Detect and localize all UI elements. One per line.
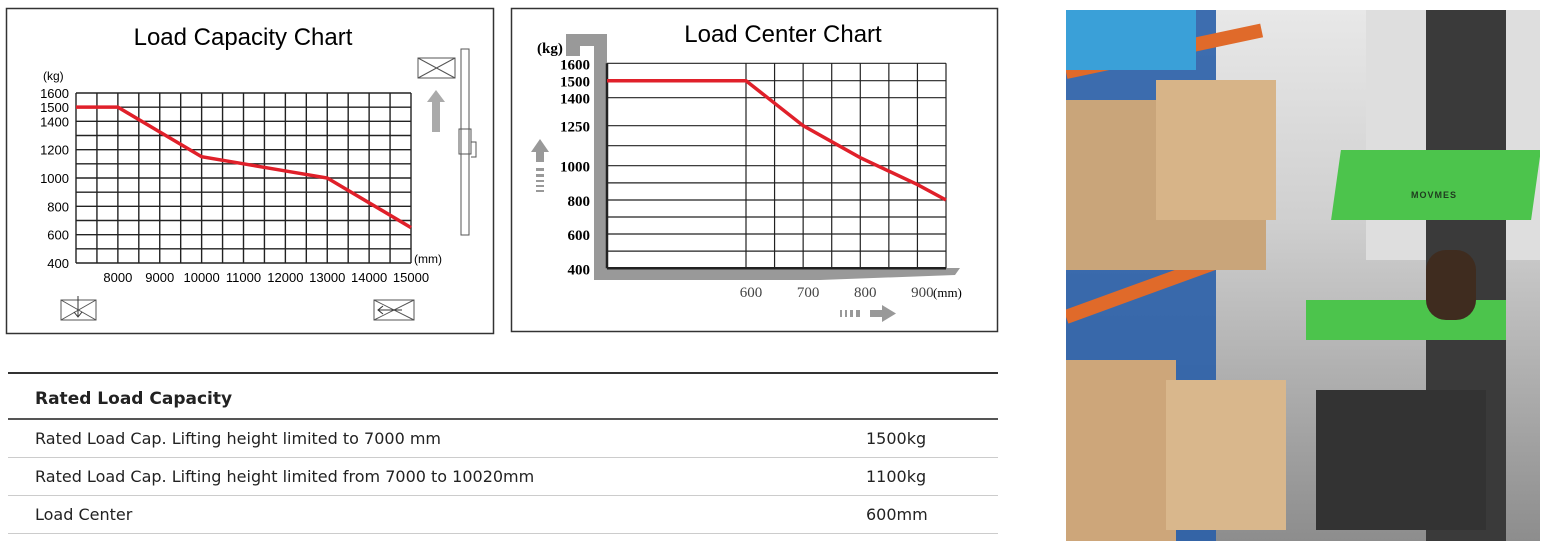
row-value: 1100kg	[866, 467, 927, 486]
load-capacity-frame	[5, 7, 495, 335]
forklift-warehouse-photo: MOVMES	[1066, 10, 1540, 541]
pallet-reach-icon	[373, 299, 415, 321]
y-tick-label: 1000	[40, 171, 69, 186]
up-arrow-icon	[427, 90, 445, 132]
table-row: Rated Load Cap. Lifting height limited f…	[8, 458, 998, 496]
load-center-right-arrow-icon	[840, 305, 896, 322]
chart1-title: Load Capacity Chart	[134, 24, 353, 51]
y-tick-label: 1500	[560, 75, 590, 91]
x-tick-label: 14000	[351, 270, 387, 285]
table-row: Rated Load Cap. Lifting height limited t…	[8, 420, 998, 458]
x-tick-label: 10000	[184, 270, 220, 285]
pallet-lower-icon	[60, 296, 97, 321]
y-tick-label: 1000	[560, 160, 590, 176]
row-label: Rated Load Cap. Lifting height limited f…	[35, 467, 535, 486]
row-value: 600mm	[866, 505, 928, 524]
table-row: Load Center 600mm	[8, 496, 998, 534]
y-tick-label: 600	[47, 228, 69, 243]
x-tick-label: 900	[911, 285, 934, 301]
table-heading: Rated Load Capacity	[8, 372, 998, 420]
capacity-line	[76, 105, 412, 230]
y-tick-label: 1400	[40, 114, 69, 129]
y-tick-label: 1500	[40, 100, 69, 115]
y-tick-label: 800	[568, 194, 591, 210]
y-tick-label: 400	[47, 256, 69, 271]
x-tick-label: 9000	[145, 270, 174, 285]
row-value: 1500kg	[866, 429, 927, 448]
chart1-xlabel: (mm)	[414, 252, 442, 266]
chart2-ylabel: (kg)	[537, 41, 563, 57]
chart2-title: Load Center Chart	[684, 21, 882, 48]
x-tick-label: 8000	[103, 270, 132, 285]
x-tick-label: 800	[854, 285, 877, 301]
y-tick-label: 1400	[560, 92, 590, 108]
x-tick-label: 600	[740, 285, 763, 301]
chart1-ylabel: (kg)	[43, 69, 64, 83]
charts-area: Load Capacity Chart Load Center Chart (k…	[5, 7, 999, 335]
y-tick-label: 600	[568, 228, 591, 244]
photo-logo: MOVMES	[1411, 190, 1458, 200]
y-tick-label: 1600	[40, 86, 69, 101]
y-tick-label: 1600	[560, 57, 590, 73]
x-tick-label: 13000	[309, 270, 345, 285]
rated-load-table: Rated Load Capacity Rated Load Cap. Lift…	[8, 372, 998, 534]
lifted-pallet-icon	[417, 48, 477, 236]
y-tick-label: 400	[568, 262, 591, 278]
x-tick-label: 11000	[226, 270, 261, 285]
row-label: Load Center	[35, 505, 133, 524]
x-tick-label: 12000	[267, 270, 303, 285]
y-tick-label: 800	[47, 199, 69, 214]
chart2-xlabel: (mm)	[933, 285, 962, 300]
x-tick-label: 700	[797, 285, 820, 301]
forklift-silhouette	[566, 34, 960, 280]
y-tick-label: 1250	[560, 120, 590, 136]
row-label: Rated Load Cap. Lifting height limited t…	[35, 429, 442, 448]
x-tick-label: 15000	[393, 270, 429, 285]
load-center-frame	[510, 7, 999, 333]
y-tick-label: 1200	[40, 143, 69, 158]
load-center-line	[607, 78, 947, 202]
lift-up-arrow-icon	[531, 139, 549, 192]
